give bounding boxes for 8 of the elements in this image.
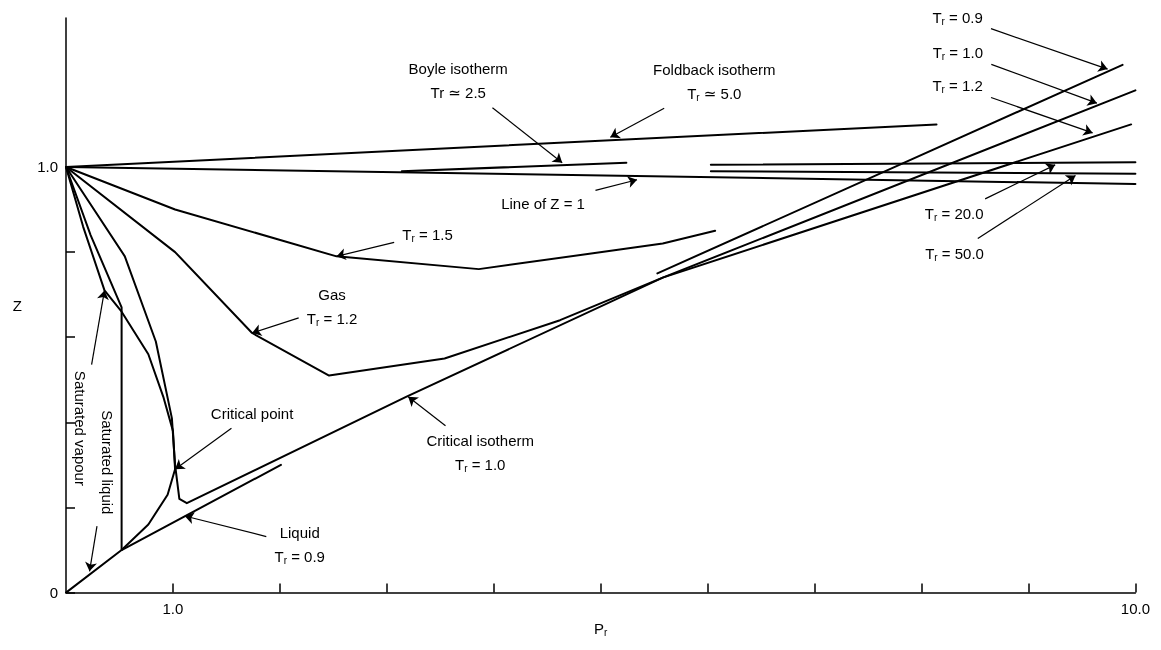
annotation: Line of Z = 1 [501,195,585,213]
x-tick-label: 10.0 [1120,599,1150,617]
annotation: Saturated liquid [99,410,117,515]
y-axis-title: Z [12,296,22,314]
annotation: Critical point [210,404,295,422]
annotation: Boyle isotherm Tr ≃ 2.5 [408,60,508,102]
y-tick-label: 0 [49,584,58,602]
annotation: Saturated vapour [72,370,89,486]
